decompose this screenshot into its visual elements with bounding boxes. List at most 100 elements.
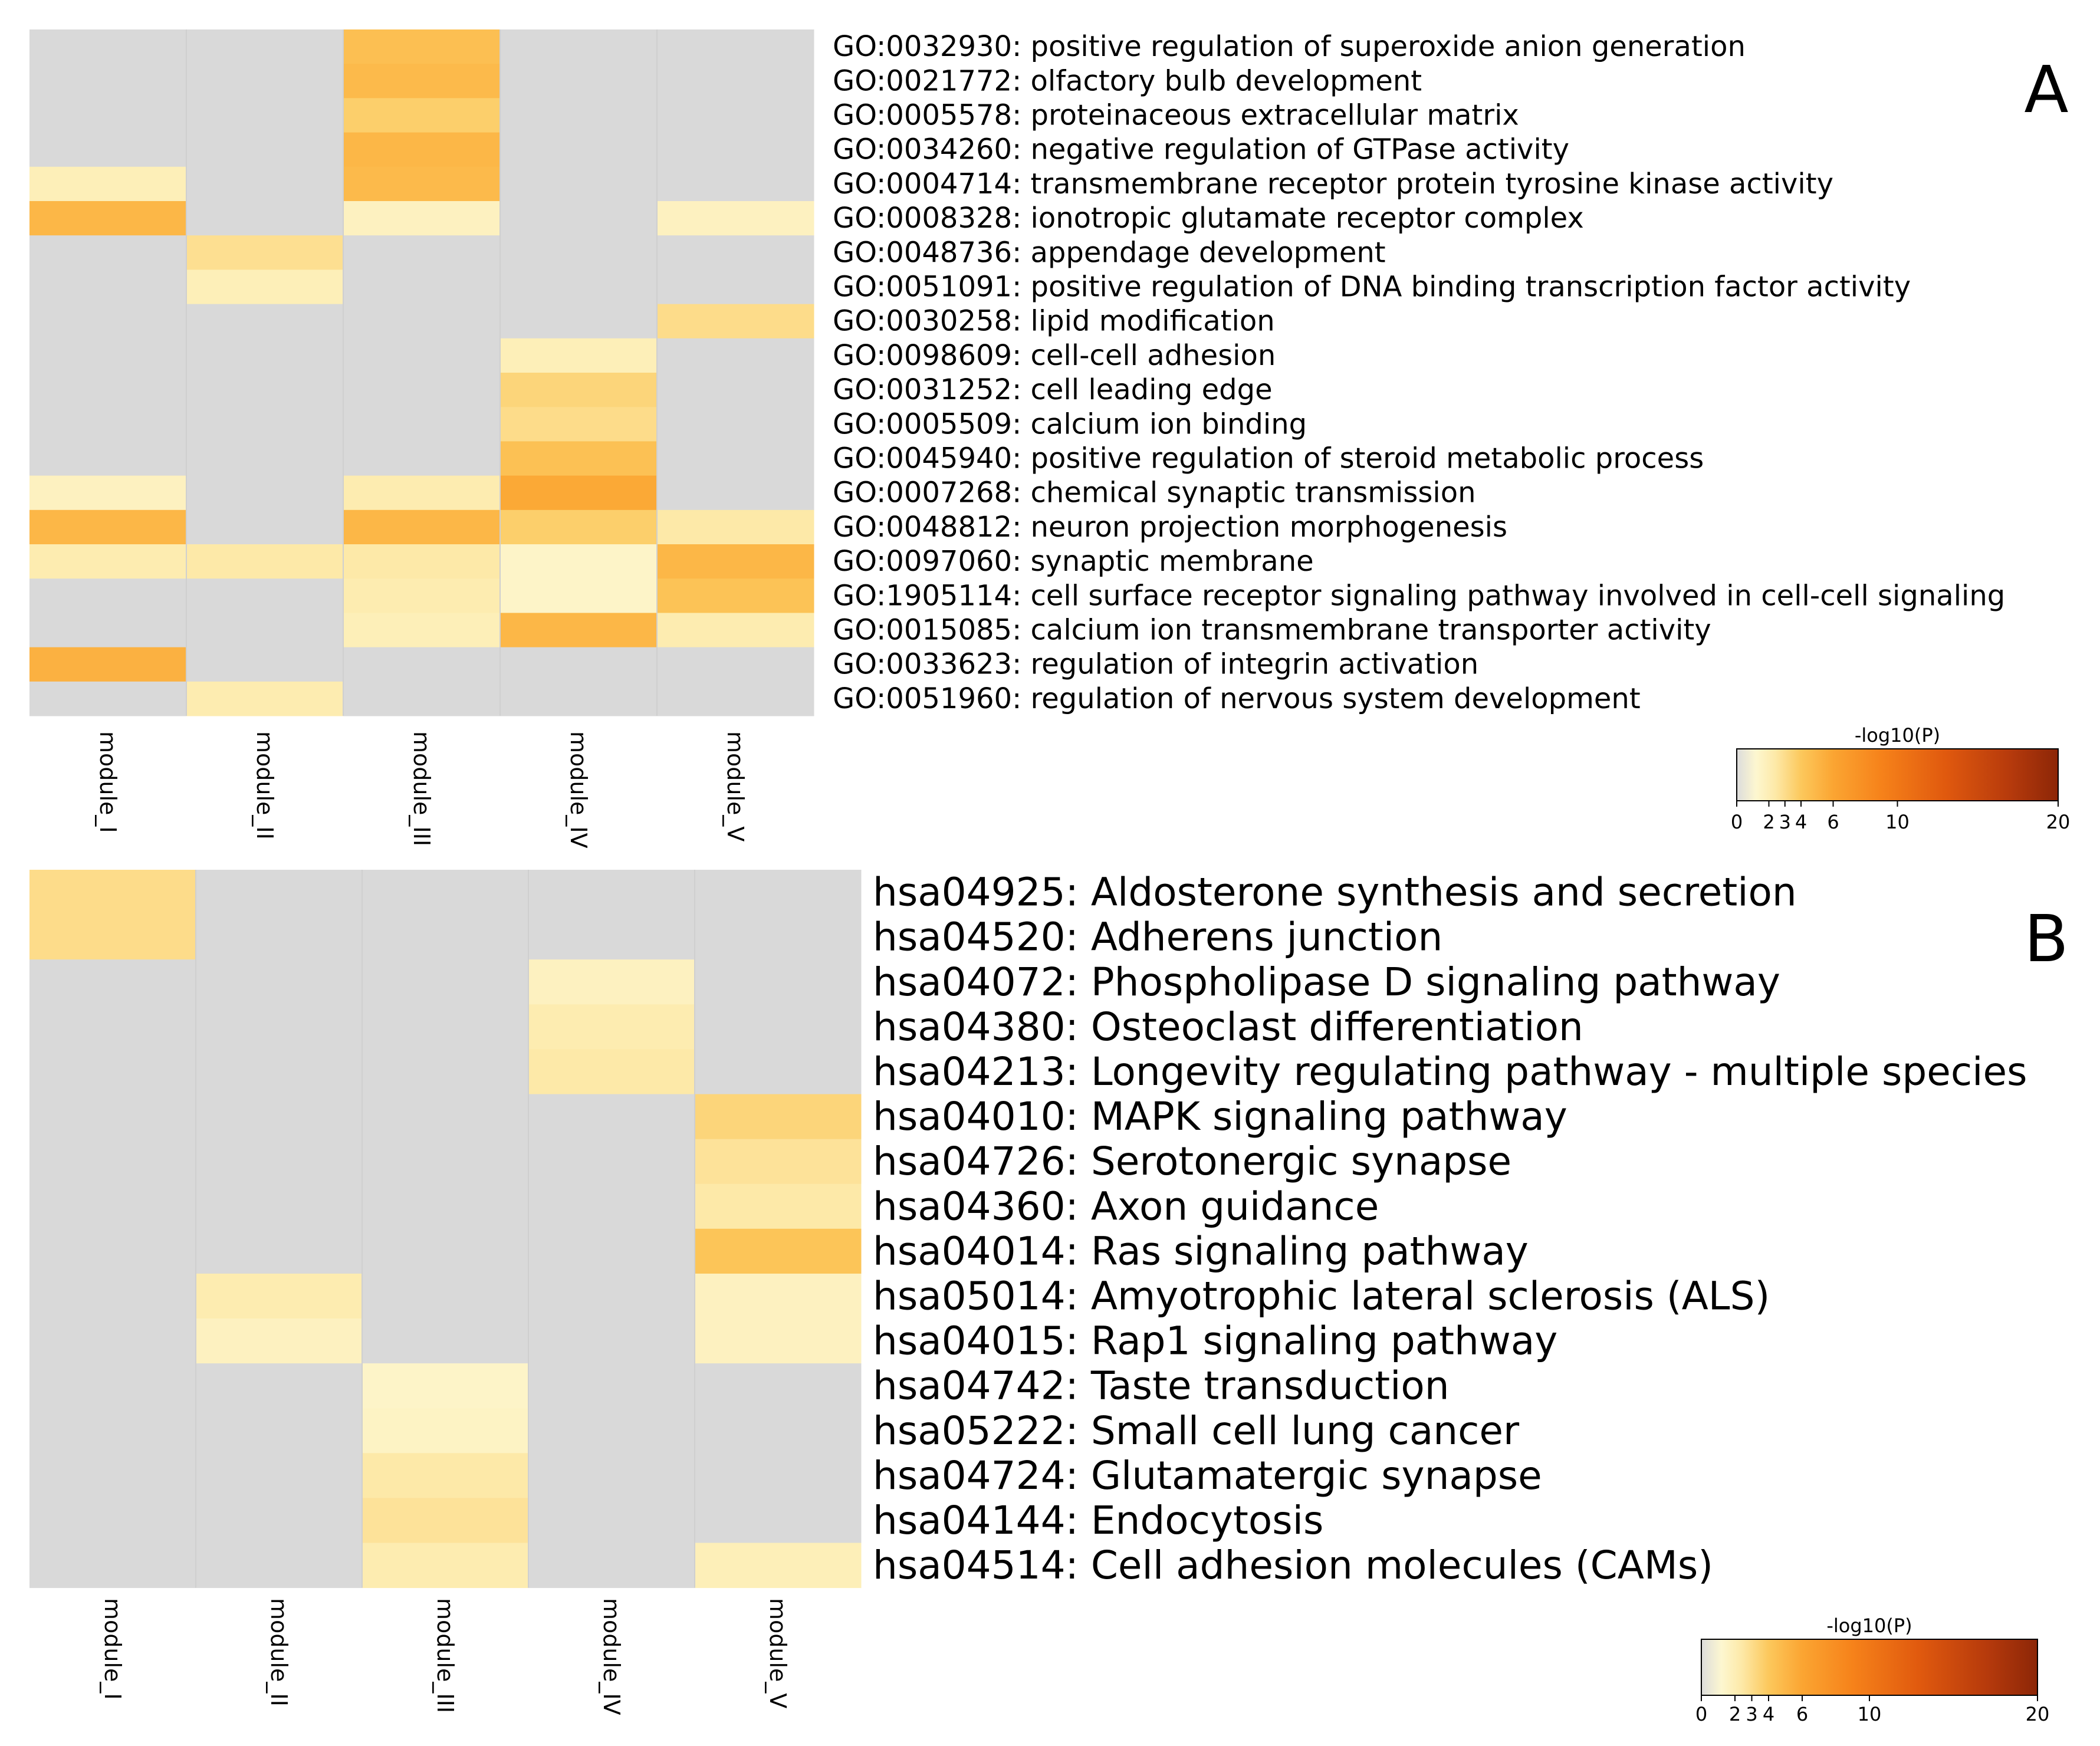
heatmap-cell [362,1139,529,1185]
heatmap-cell [196,1453,363,1498]
heatmap-cell [29,235,187,270]
colorbar-tick-label: 4 [1763,1703,1774,1725]
heatmap-cell [362,1094,529,1140]
heatmap-cell [500,407,658,442]
heatmap-cell [186,269,344,305]
heatmap-cell [343,681,501,716]
heatmap-cell [186,681,344,716]
heatmap-cell [362,959,529,1005]
colorbar-tick-label: 4 [1795,811,1807,833]
heatmap-cell [362,1498,529,1543]
heatmap-cell [657,441,814,476]
colorbar-tick-label: 20 [2046,811,2071,833]
heatmap-cell [343,166,501,202]
heatmap-cell [186,407,344,442]
heatmap-cell [196,1318,363,1364]
colorbar-tick-label: 6 [1827,811,1839,833]
heatmap-cell [500,578,658,613]
heatmap-cell [528,1049,695,1094]
heatmap-cell [196,1408,363,1454]
heatmap-cell [196,1498,363,1543]
heatmap-cell [196,1273,363,1319]
heatmap-cell [343,407,501,442]
heatmap-cell [29,407,187,442]
heatmap-cell [196,1228,363,1274]
heatmap-cell [500,509,658,545]
row-label: hsa04925: Aldosterone synthesis and secr… [873,870,1797,915]
heatmap-cell [657,475,814,511]
heatmap-cell [29,1273,196,1319]
heatmap-panel-a: GO:0032930: positive regulation of super… [29,29,2070,849]
row-label: GO:0051960: regulation of nervous system… [833,682,1641,715]
heatmap-cell [528,1498,695,1543]
heatmap-cell [29,338,187,373]
row-label: GO:0030258: lipid modification [833,305,1275,338]
colorbar-title: -log10(P) [1855,724,1940,747]
heatmap-cell [29,509,187,545]
heatmap-cell [695,915,862,960]
heatmap-cell [186,647,344,682]
column-label: module_V [722,731,748,841]
heatmap-cell [29,681,187,716]
heatmap-cell [343,338,501,373]
heatmap-cell [362,1273,529,1319]
heatmap-cell [186,441,344,476]
heatmap-cell [362,915,529,960]
heatmap-cell [362,1408,529,1454]
heatmap-cell [528,1139,695,1185]
heatmap-cell [657,166,814,202]
heatmap-cell [695,1094,862,1140]
heatmap-cell [29,1183,196,1229]
row-label: hsa05014: Amyotrophic lateral sclerosis … [873,1273,1770,1318]
heatmap-cell [29,132,187,167]
row-label: hsa04380: Osteoclast differentiation [873,1004,1583,1050]
colorbar-tick-label: 10 [1885,811,1910,833]
heatmap-cell [362,1049,529,1094]
heatmap-cell [196,1004,363,1050]
row-label: GO:0015085: calcium ion transmembrane tr… [833,614,1711,647]
heatmap-cell [196,915,363,960]
heatmap-cell [343,544,501,579]
heatmap-cell [500,338,658,373]
panel-label: B [2024,901,2068,976]
row-label: GO:0045940: positive regulation of stero… [833,442,1704,475]
heatmap-cell [343,509,501,545]
heatmap-cell [186,201,344,236]
heatmap-cell [362,1453,529,1498]
heatmap-cell [29,64,187,98]
colorbar-title: -log10(P) [1826,1615,1912,1637]
heatmap-cell [657,64,814,98]
heatmap-cell [695,1273,862,1319]
heatmap-cell [343,441,501,476]
heatmap-cell [362,1543,529,1589]
row-label: hsa04360: Axon guidance [873,1183,1379,1229]
heatmap-cell [196,1363,363,1409]
heatmap-cell [196,1094,363,1140]
column-label: module_I [95,731,121,833]
heatmap-cell [29,29,187,64]
heatmap-cell [695,1228,862,1274]
heatmap-cell [528,870,695,915]
row-label: hsa04213: Longevity regulating pathway -… [873,1049,2027,1094]
heatmap-cell [528,959,695,1005]
heatmap-cell [29,1228,196,1274]
heatmap-cell [343,235,501,270]
row-label: GO:0005509: calcium ion binding [833,407,1307,440]
row-label: hsa04520: Adherens junction [873,915,1442,960]
colorbar: -log10(P) 0 2 3 4 6 10 20 [1695,1615,2050,1725]
row-label: GO:0032930: positive regulation of super… [833,30,1746,63]
heatmap-cell [343,29,501,64]
heatmap-cell [186,304,344,339]
heatmap-cell [657,647,814,682]
heatmap-cell [500,613,658,648]
heatmap-cell [29,578,187,613]
row-label: GO:0034260: negative regulation of GTPas… [833,133,1569,166]
heatmap-cell [528,1273,695,1319]
column-label: module_V [765,1598,791,1708]
heatmap-cell [29,613,187,648]
heatmap-cell [196,870,363,915]
colorbar: -log10(P) 0 2 3 4 6 10 20 [1731,724,2071,833]
heatmap-cell [500,441,658,476]
column-label: module_IV [566,731,591,849]
